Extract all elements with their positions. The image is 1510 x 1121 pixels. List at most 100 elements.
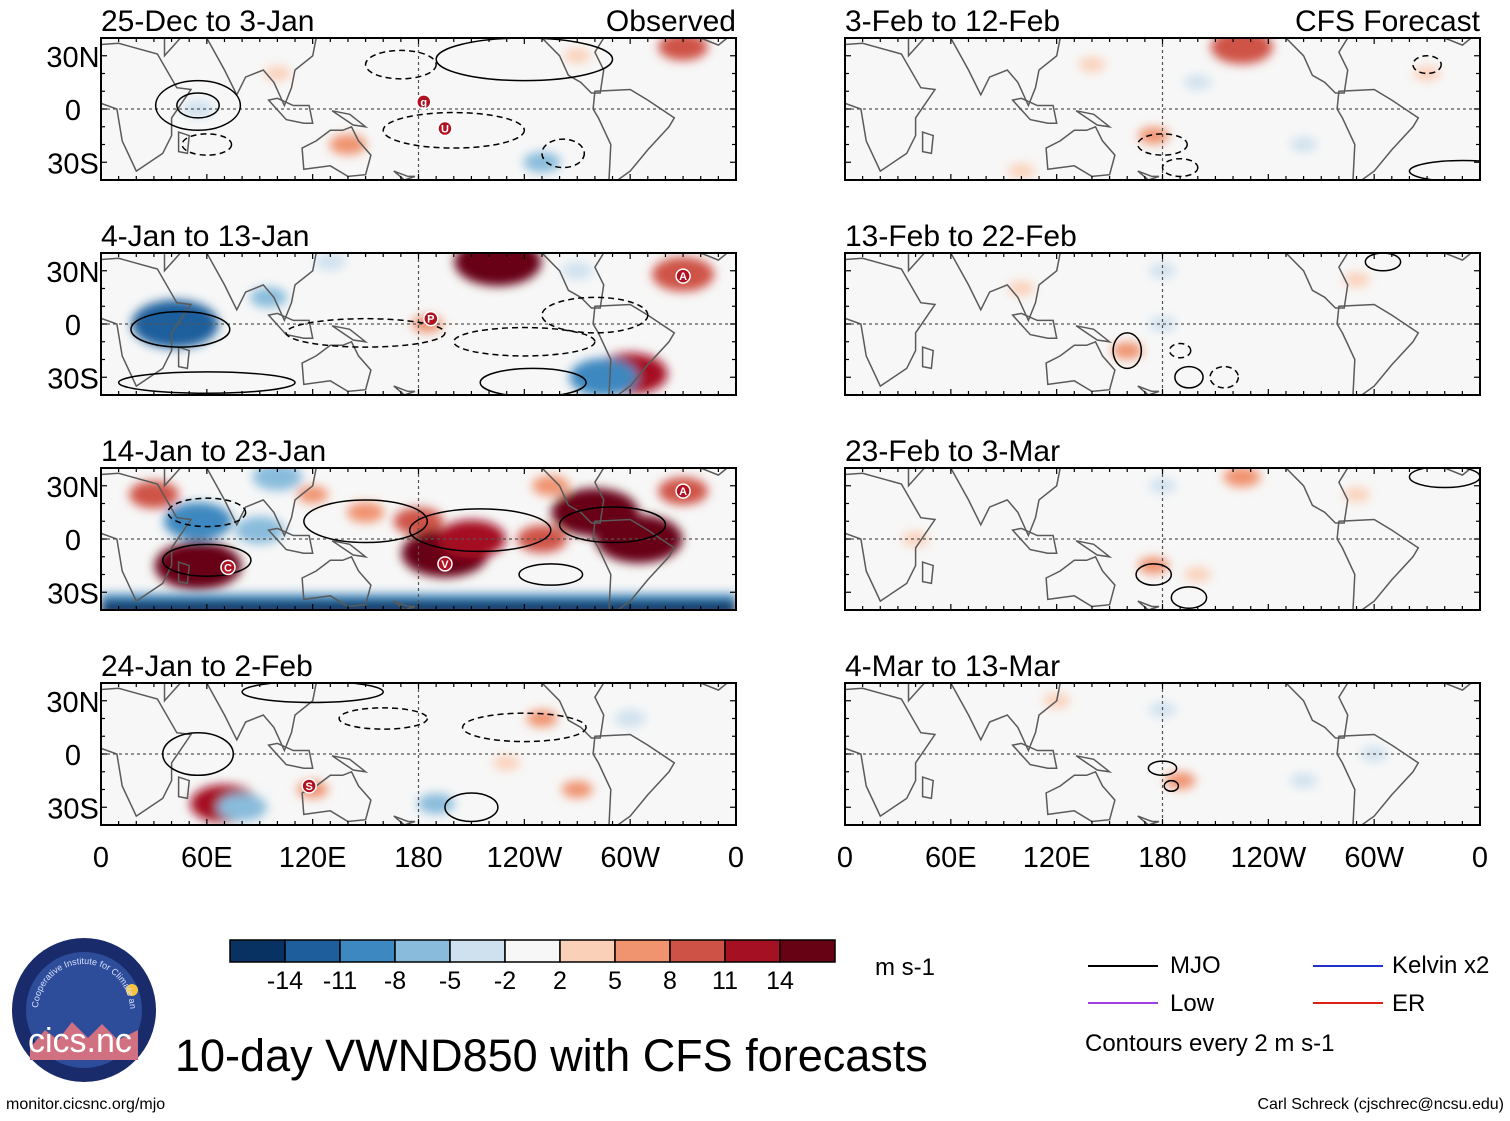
coastline	[1011, 97, 1058, 124]
panel-date-label: 23-Feb to 3-Mar	[845, 435, 1060, 468]
wave-marker-letter: U	[441, 124, 449, 136]
wave-marker-letter: S	[305, 781, 312, 793]
coastline	[331, 110, 369, 128]
colorbar-box	[559, 939, 616, 963]
coastline	[1444, 683, 1473, 691]
colorbar: -14 -11 -8 -5 -2 2 5 8 11 14	[229, 939, 836, 995]
mjo-contour-solid	[558, 506, 667, 544]
anomaly-blob	[1149, 263, 1176, 279]
coastline	[505, 38, 605, 94]
lat-tick-label: 30N	[46, 687, 99, 719]
wave-marker-letter: P	[427, 314, 434, 326]
coastline	[1011, 312, 1058, 339]
coastline	[1249, 38, 1349, 94]
coastline	[845, 472, 937, 603]
anomaly-blob	[129, 480, 179, 509]
lat-tick-label: 30S	[47, 793, 99, 825]
colorbar-tick-label: -14	[267, 967, 303, 995]
coastline	[845, 257, 937, 388]
anomaly-blob	[1343, 272, 1371, 288]
coastline	[267, 527, 314, 554]
wave-marker-letter: V	[441, 559, 449, 571]
coastline	[592, 518, 676, 610]
mjo-contour-dashed	[1137, 133, 1188, 156]
colorbar-box	[284, 939, 341, 963]
coastline	[907, 468, 1061, 538]
mjo-contour-dashed	[285, 317, 446, 348]
anomaly-blob	[252, 468, 303, 491]
lon-tick-label: 120W	[486, 842, 562, 874]
coastline	[331, 325, 369, 343]
coastline	[1045, 555, 1116, 608]
column-header: Observed	[606, 5, 736, 38]
coastline	[1249, 468, 1349, 524]
anomaly-blob	[523, 151, 561, 173]
panel-fc1: 3-Feb to 12-Feb CFS Forecast	[844, 5, 1481, 181]
mjo-contour-solid	[241, 683, 384, 704]
anomaly-blob	[493, 755, 521, 771]
anomaly-blob	[417, 793, 455, 815]
anomaly-blob	[163, 502, 233, 541]
coastline	[845, 687, 937, 818]
coastline	[177, 131, 191, 155]
wave-marker: P	[423, 310, 439, 327]
lon-tick-label: 60W	[600, 842, 660, 874]
mjo-contour-dashed	[382, 111, 526, 149]
wave-marker: U	[437, 120, 453, 137]
lat-tick-label: 30N	[46, 257, 99, 289]
mjo-contour-solid	[154, 79, 242, 132]
coastline	[177, 776, 191, 800]
colorbar-box	[449, 939, 506, 963]
legend-label-kelvin: Kelvin x2	[1392, 952, 1490, 979]
lon-tick-label: 120E	[1023, 842, 1091, 874]
coastline	[907, 683, 1061, 753]
coastline	[1336, 518, 1420, 610]
coastline	[921, 776, 935, 800]
colorbar-units: m s-1	[875, 954, 935, 981]
mjo-contour-solid	[130, 310, 231, 348]
anomaly-blob	[658, 38, 708, 61]
anomaly-blob	[1184, 567, 1212, 582]
coastline	[1444, 468, 1473, 476]
anomaly-blob	[249, 287, 288, 308]
wave-marker: A	[675, 483, 691, 499]
wave-marker-letter: A	[679, 486, 687, 498]
coastline	[301, 555, 372, 608]
anomaly-blob	[1149, 478, 1176, 494]
anomaly-blob	[154, 541, 242, 590]
anomaly-blob	[1210, 38, 1273, 65]
coastline	[101, 472, 193, 603]
anomaly-blob	[1111, 342, 1143, 360]
panels-layer: g U 25-Dec to 3-Jan Observed 30N 0 30S P A 4-Jan …	[46, 5, 1488, 874]
mjo-contour-solid	[1147, 760, 1178, 777]
coastline	[505, 468, 605, 524]
panel-date-label: 13-Feb to 22-Feb	[845, 220, 1077, 253]
lat-tick-label: 30S	[47, 578, 99, 610]
mjo-contour-dashed	[167, 497, 247, 528]
lat-tick-label: 30S	[47, 148, 99, 180]
mjo-contour-dashed	[181, 133, 233, 156]
anomaly-blob	[1078, 57, 1106, 73]
anomaly-blob	[563, 48, 591, 64]
colorbar-box	[394, 939, 451, 963]
mjo-contour-solid	[479, 367, 587, 395]
coastline	[301, 340, 372, 393]
logo-text: cics.nc	[28, 1022, 132, 1060]
wave-marker-letter: C	[224, 562, 232, 574]
coastline	[1045, 125, 1116, 178]
wave-marker: C	[220, 559, 236, 576]
panel-date-label: 4-Mar to 13-Mar	[845, 650, 1060, 683]
anomaly-blob	[532, 475, 570, 497]
legend	[1088, 965, 1383, 1004]
lat-tick-label: 30N	[46, 42, 99, 74]
lon-tick-label: 0	[728, 842, 744, 874]
mjo-contour-dashed	[461, 712, 587, 743]
anomaly-blob	[297, 486, 329, 504]
mjo-contour-dashed	[338, 707, 429, 730]
anomaly-blob	[437, 520, 506, 558]
anomaly-blob	[234, 516, 285, 544]
coastline	[267, 312, 314, 339]
column-header: CFS Forecast	[1295, 5, 1481, 38]
